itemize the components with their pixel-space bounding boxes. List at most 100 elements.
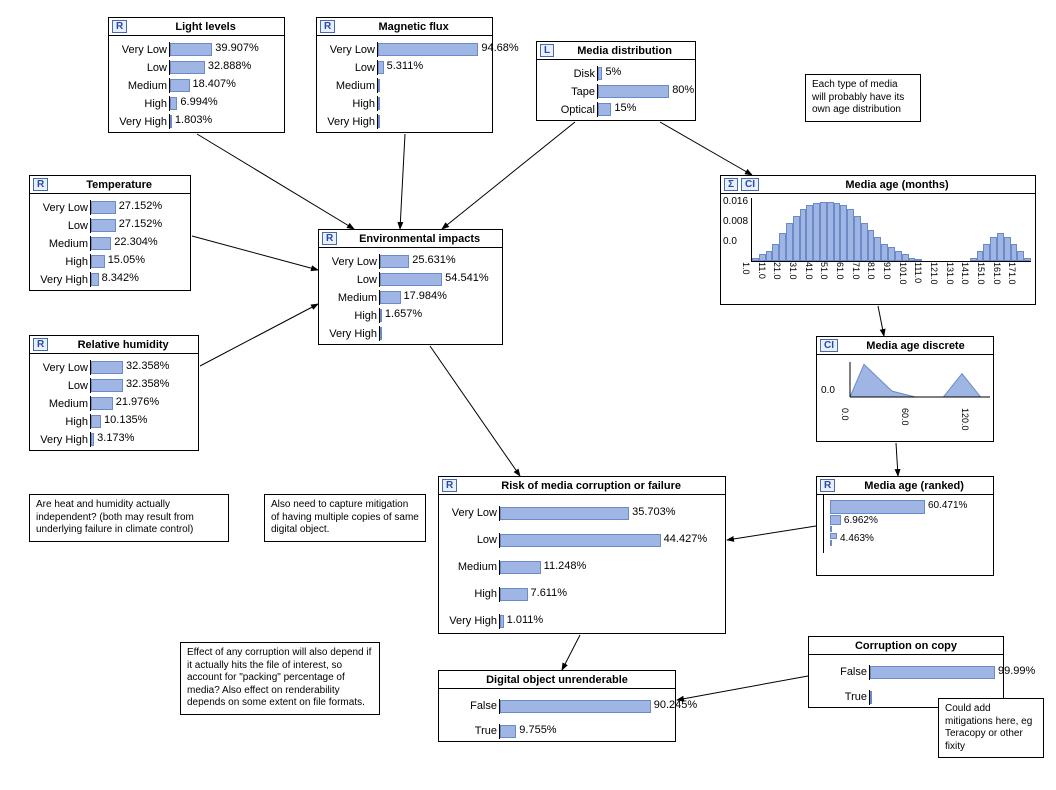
hist-bar [915, 259, 922, 261]
hist-bar [854, 216, 861, 262]
hist-bar [868, 230, 875, 262]
bar-label: Very High [325, 328, 379, 340]
node-title: Media age (months) [762, 179, 1032, 191]
bar-label: Disk [543, 68, 597, 80]
bar-row: Very Low35.703% [445, 500, 719, 526]
bar-row: High7.611% [445, 581, 719, 607]
bar-value: 18.407% [193, 78, 236, 90]
hist-bar [786, 223, 793, 262]
bar-label: Low [36, 380, 90, 392]
bar-row: High10.135% [36, 413, 192, 430]
bar-label: Very Low [36, 362, 90, 374]
bar-row: Very Low27.152% [36, 199, 184, 216]
hist-bar [793, 216, 800, 262]
bar-label: Very Low [115, 44, 169, 56]
bar-label: Medium [36, 398, 90, 410]
bar-value: 6.994% [180, 96, 217, 108]
bar-label: Very High [36, 434, 90, 446]
note-media-age: Each type of media will probably have it… [805, 74, 921, 122]
hist-bar [840, 205, 847, 261]
bar-label: Medium [323, 80, 377, 92]
node-temperature[interactable]: RTemperatureVery Low27.152%Low27.152%Med… [29, 175, 191, 291]
hist-bar [813, 203, 820, 261]
y-tick: 0.0 [821, 385, 835, 396]
type-badge: Σ [724, 178, 738, 191]
note-mitigation: Also need to capture mitigation of havin… [264, 494, 426, 542]
bar-row: True9.755% [445, 719, 669, 743]
hist-bar [766, 251, 773, 262]
hist-bar [800, 209, 807, 262]
bar-value: 32.888% [208, 60, 251, 72]
bar-row: Very High [325, 325, 496, 342]
bar-value: 1.803% [175, 114, 212, 126]
bar-row: Low 32.358% [36, 377, 192, 394]
bar-row: False99.99% [815, 660, 997, 684]
node-media-age-ranked[interactable]: RMedia age (ranked)60.471%6.962%4.463% [816, 476, 994, 576]
type-badge: R [112, 20, 127, 33]
mini-line-chart [845, 357, 995, 405]
hist-bar [977, 251, 984, 262]
ranked-bar-value: 60.471% [928, 500, 967, 511]
bar-row: Low32.888% [115, 59, 278, 76]
note-packing: Effect of any corruption will also depen… [180, 642, 380, 715]
node-magnetic-flux[interactable]: RMagnetic fluxVery Low94.68%Low5.311%Med… [316, 17, 493, 133]
hist-bar [1024, 258, 1031, 262]
bar-row: Medium18.407% [115, 77, 278, 94]
bar-label: Very High [36, 274, 90, 286]
bar-value: 27.152% [119, 218, 162, 230]
bar-value: 10.135% [104, 414, 147, 426]
bar-value: 9.755% [519, 724, 556, 736]
hist-bar [881, 244, 888, 262]
node-media-age-months[interactable]: ΣCIMedia age (months)0.0160.0080.01.011.… [720, 175, 1036, 305]
node-title: Media distribution [557, 45, 692, 57]
bar-value: 8.342% [102, 272, 139, 284]
bar-row: Very Low25.631% [325, 253, 496, 270]
hist-bar [806, 205, 813, 261]
bar-row: Disk5% [543, 65, 689, 82]
bar-value: 94.68% [481, 42, 518, 54]
hist-bar [847, 209, 854, 262]
bar-row: Tape80% [543, 83, 689, 100]
type-badge: R [33, 338, 48, 351]
node-risk-of-failure[interactable]: RRisk of media corruption or failureVery… [438, 476, 726, 634]
bar-label: Very Low [36, 202, 90, 214]
bar-row: Very High1.011% [445, 608, 719, 634]
bar-label: Tape [543, 86, 597, 98]
bar-label: Medium [36, 238, 90, 250]
bar-label: Low [325, 274, 379, 286]
node-media-age-discrete[interactable]: CIMedia age discrete0.00.060.0120.0 [816, 336, 994, 442]
hist-bar [1017, 251, 1024, 262]
node-title: Light levels [130, 21, 281, 33]
bar-row: High [323, 95, 486, 112]
node-light-levels[interactable]: RLight levels Very Low 39.907% Low32.888%Me… [108, 17, 285, 133]
hist-bar [752, 258, 759, 262]
bar-label: High [36, 256, 90, 268]
hist-bar [861, 223, 868, 262]
bar-value: 39.907% [215, 42, 258, 54]
bar-label: High [325, 310, 379, 322]
hist-bar [772, 244, 779, 262]
bar-value: 25.631% [412, 254, 455, 266]
bar-row: Low54.541% [325, 271, 496, 288]
node-environmental-impacts[interactable]: REnvironmental impactsVery Low25.631%Low… [318, 229, 503, 345]
note-heat-humidity: Are heat and humidity actually independe… [29, 494, 229, 542]
bar-label: True [815, 691, 869, 703]
node-media-distribution[interactable]: LMedia distributionDisk5%Tape80%Optical1… [536, 41, 696, 121]
hist-bar [779, 233, 786, 261]
node-title: Corruption on copy [812, 640, 1000, 652]
bar-value: 32.358% [126, 378, 169, 390]
bar-row: Very High [323, 113, 486, 130]
node-relative-humidity[interactable]: RRelative humidity Very Low 32.358%Low 32.3… [29, 335, 199, 451]
bar-value: 15.05% [108, 254, 145, 266]
hist-bar [983, 244, 990, 262]
bar-row: Medium22.304% [36, 235, 184, 252]
hist-bar [1004, 237, 1011, 262]
bar-row: Very High 8.342% [36, 271, 184, 288]
node-title: Digital object unrenderable [442, 674, 672, 686]
x-axis-labels: 0.060.0120.0 [845, 408, 987, 436]
y-axis-labels: 0.0160.0080.0 [723, 196, 748, 256]
node-unrenderable[interactable]: Digital object unrenderableFalse90.245%T… [438, 670, 676, 742]
bar-value: 3.173% [97, 432, 134, 444]
node-title: Relative humidity [51, 339, 195, 351]
bar-row: Optical15% [543, 101, 689, 118]
